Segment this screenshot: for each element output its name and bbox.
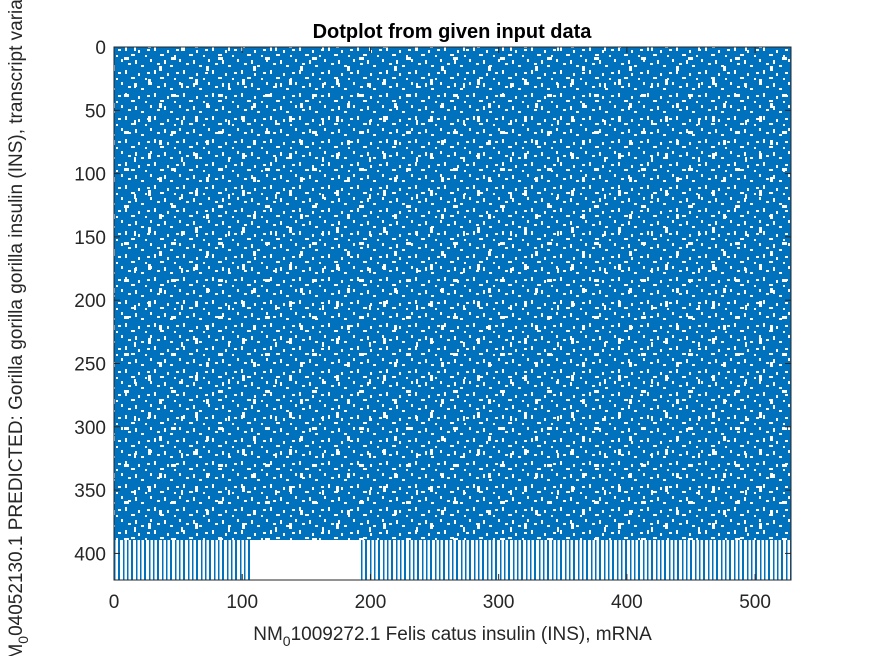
y-tick-label: 200 <box>74 291 106 312</box>
x-tick-label: 100 <box>226 592 258 613</box>
y-tick-label: 400 <box>74 544 106 565</box>
y-tick-label: 250 <box>74 355 106 376</box>
dot-field <box>114 47 791 580</box>
y-tick-label: 100 <box>74 165 106 186</box>
x-tick-label: 400 <box>611 592 643 613</box>
y-tick-label: 0 <box>95 38 106 59</box>
x-tick-label: 200 <box>355 592 387 613</box>
x-tick-label: 300 <box>483 592 515 613</box>
y-tick-label: 300 <box>74 418 106 439</box>
axes-box <box>113 46 792 581</box>
y-tick-label: 50 <box>85 101 106 122</box>
x-tick-label: 500 <box>739 592 771 613</box>
x-axis-label: NM01009272.1 Felis catus insulin (INS), … <box>253 624 652 649</box>
y-tick-label: 150 <box>74 228 106 249</box>
chart-title: Dotplot from given input data <box>313 21 593 43</box>
y-tick-label: 350 <box>74 481 106 502</box>
y-axis-label: XM004052130.1 PREDICTED: Gorilla gorilla… <box>6 0 31 656</box>
x-tick-label: 0 <box>109 592 120 613</box>
